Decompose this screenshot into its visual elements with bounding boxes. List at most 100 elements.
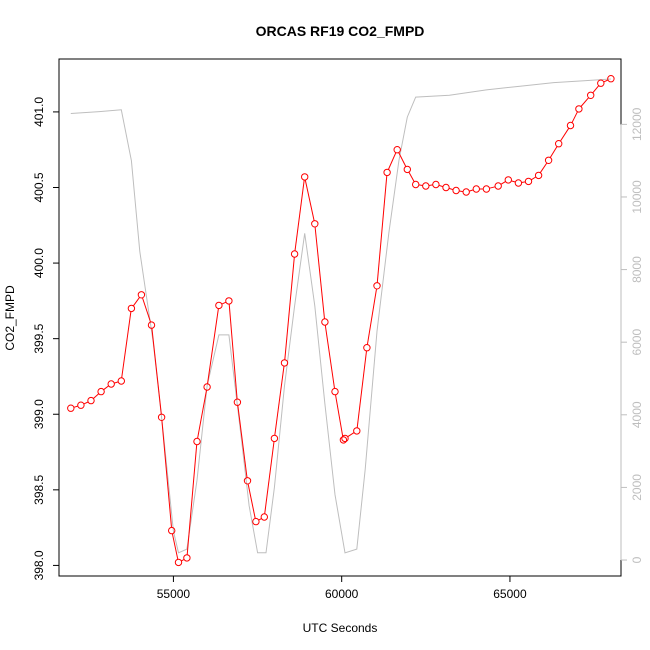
co2-point xyxy=(147,321,156,329)
co2-point xyxy=(252,517,260,526)
co2-point xyxy=(67,404,75,412)
co2-segment xyxy=(314,226,325,319)
co2-segment xyxy=(274,365,285,436)
x-axis: 55000 60000 65000 xyxy=(157,575,527,601)
co2-point xyxy=(432,180,440,189)
co2-segment xyxy=(294,180,305,251)
co2-segment xyxy=(489,186,496,189)
y-tick-label: 400.0 xyxy=(32,248,46,278)
co2-segment xyxy=(237,405,248,478)
co2-segment xyxy=(132,297,140,307)
co2-segment xyxy=(197,390,207,439)
co2-point xyxy=(117,377,126,385)
co2-segment xyxy=(186,444,198,555)
co2-segment xyxy=(93,393,100,399)
co2-segment xyxy=(459,190,464,193)
co2-point xyxy=(233,398,242,406)
co2-point xyxy=(353,427,361,435)
co2-point xyxy=(403,165,411,174)
co2-segment xyxy=(151,328,162,415)
co2-segment xyxy=(500,181,506,185)
co2-point xyxy=(193,437,201,446)
co2-point xyxy=(504,176,512,184)
co2-point xyxy=(341,434,349,443)
co2-point xyxy=(157,413,166,421)
co2-point xyxy=(260,513,268,521)
co2-point xyxy=(87,396,95,405)
y-axis-label: CO2_FMPD xyxy=(3,285,17,351)
co2-point xyxy=(215,301,223,310)
co2-point xyxy=(363,344,371,352)
co2-point xyxy=(494,182,502,190)
x-tick-label: 55000 xyxy=(157,587,191,601)
co2-segment xyxy=(539,162,548,173)
plot-box xyxy=(58,58,622,577)
co2-segment xyxy=(376,175,388,283)
co2-segment xyxy=(530,176,537,181)
co2-point xyxy=(597,79,605,87)
co2-segment xyxy=(161,420,172,528)
co2-point xyxy=(555,140,563,148)
x-tick-label: 60000 xyxy=(325,587,359,601)
co2-segment xyxy=(171,533,179,560)
co2-segment xyxy=(398,152,407,167)
co2-segment xyxy=(335,394,344,437)
co2-segment xyxy=(418,184,423,186)
y2-tick-label: 10000 xyxy=(630,180,644,214)
y2-tick-label: 12000 xyxy=(630,107,644,141)
co2-point xyxy=(311,220,319,228)
co2-point xyxy=(412,180,420,189)
co2-point xyxy=(422,182,430,190)
co2-point xyxy=(339,436,348,444)
co2-series xyxy=(67,75,615,567)
co2-point xyxy=(290,250,299,258)
x-tick-label: 65000 xyxy=(493,587,527,601)
y2-tick-label: 0 xyxy=(630,556,644,563)
co2-point xyxy=(452,186,460,195)
co2-segment xyxy=(207,308,219,384)
altitude-line xyxy=(70,78,611,554)
y-tick-label: 399.0 xyxy=(32,399,46,429)
co2-segment xyxy=(603,79,609,83)
co2-segment xyxy=(347,432,355,438)
co2-segment xyxy=(284,257,295,360)
co2-point xyxy=(321,318,329,326)
co2-segment xyxy=(580,97,589,107)
y-tick-label: 400.5 xyxy=(32,172,46,202)
co2-point xyxy=(607,75,615,83)
co2-point xyxy=(472,185,480,193)
co2-point xyxy=(243,477,252,485)
co2-segment xyxy=(304,179,315,221)
co2-point xyxy=(587,91,595,100)
co2-segment xyxy=(73,405,78,408)
y2-tick-label: 8000 xyxy=(630,256,644,283)
co2-segment xyxy=(387,152,397,170)
co2-segment xyxy=(549,146,558,158)
y-axis-right: 0 2000 4000 6000 8000 10000 12000 xyxy=(620,107,644,563)
co2-point xyxy=(97,387,105,396)
co2-point xyxy=(331,387,339,396)
co2-segment xyxy=(258,518,262,521)
co2-segment xyxy=(469,189,474,192)
co2-point xyxy=(544,156,553,165)
co2-point xyxy=(280,359,289,367)
co2-point xyxy=(373,282,381,290)
co2-segment xyxy=(366,288,377,345)
co2-point xyxy=(462,188,470,196)
y-axis-left: 398.0 398.5 399.0 399.5 400.0 400.5 401.0 xyxy=(32,97,60,580)
co2-segment xyxy=(408,171,415,182)
co2-point xyxy=(514,179,523,187)
co2-point xyxy=(383,168,391,177)
x-axis-label: UTC Seconds xyxy=(303,621,378,635)
co2-segment xyxy=(114,381,119,384)
y-tick-label: 398.0 xyxy=(32,550,46,580)
co2-point xyxy=(174,558,183,567)
y-tick-label: 398.5 xyxy=(32,474,46,504)
co2-point xyxy=(566,121,575,130)
co2-point xyxy=(482,185,491,193)
co2-segment xyxy=(560,127,570,142)
co2-point xyxy=(203,383,211,391)
co2-point xyxy=(183,554,191,562)
co2-segment xyxy=(428,184,433,186)
